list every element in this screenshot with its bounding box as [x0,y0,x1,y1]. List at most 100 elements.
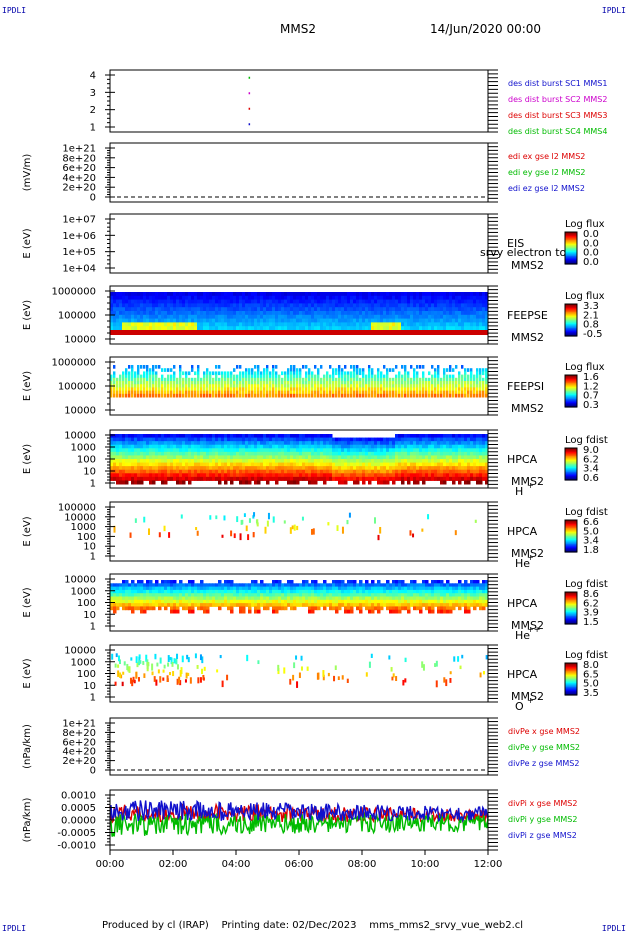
heatmap-cell [476,311,480,316]
y-axis-label: E (eV) [22,516,33,546]
heatmap-cell [167,318,171,323]
heatmap-cell [182,307,186,312]
heatmap-cell [212,469,216,474]
heatmap-cell [341,473,345,478]
heatmap-cell [386,371,389,376]
heatmap-cell [134,473,138,478]
heatmap-cell [260,371,263,376]
heatmap-cell [473,377,476,382]
heatmap-cell [368,390,371,395]
heatmap-cell [236,393,239,398]
heatmap-cell [443,466,447,471]
heatmap-cell [428,322,432,327]
heatmap-cell [365,303,369,308]
heatmap-cell [341,451,345,456]
heatmap-cell [314,441,318,446]
heatmap-cell [230,330,234,335]
heatmap-cell [305,314,309,320]
heatmap-cell [239,437,243,442]
heatmap-cell [368,459,372,464]
heatmap-cell [224,314,228,320]
colorbar-segment [565,474,577,477]
heatmap-cell [116,480,120,485]
heatmap-cell [308,307,312,312]
heatmap-cell [464,437,468,442]
heatmap-cell [197,603,201,607]
heatmap-cell [269,381,272,385]
heatmap-cell [194,476,198,481]
heatmap-cell [434,311,438,316]
colorbar-segment [565,452,577,454]
heatmap-cell [182,303,186,308]
heatmap-cell [419,437,423,442]
heatmap-cell [149,473,153,478]
heatmap-cell [350,476,354,481]
heatmap-cell [128,583,132,588]
heatmap-cell [440,295,444,301]
heatmap-cell [188,387,191,392]
heatmap-cell [404,368,407,372]
heatmap-cell [437,314,441,320]
heatmap-cell [374,462,378,467]
heatmap-cell [371,295,375,301]
heatmap-cell [353,322,357,327]
heatmap-cell [254,434,258,439]
heatmap-cell [116,448,120,453]
heatmap-cell [485,318,489,323]
heatmap-cell [170,469,174,474]
heatmap-cell [359,318,363,323]
heatmap-cell [212,583,216,588]
heatmap-cell [245,326,249,331]
heatmap-cell [155,322,159,327]
heatmap-cell [443,434,447,439]
heatmap-cell [206,476,210,481]
heatmap-cell [464,299,468,304]
heatmap-cell [389,476,393,481]
heatmap-cell [359,311,363,316]
heatmap-cell [146,390,149,395]
heatmap-cell [167,384,170,388]
heatmap-cell [380,371,383,376]
heatmap-cell [206,434,210,439]
heatmap-cell [161,368,164,372]
heatmap-cell [383,444,387,449]
heatmap-cell [422,311,426,316]
heatmap-cell [221,459,225,464]
heatmap-cell [338,318,342,323]
heatmap-cell [473,434,477,439]
heatmap-cell [209,444,213,449]
heatmap-cell [356,292,360,297]
heatmap-cell [359,455,363,460]
heatmap-cell [188,476,192,481]
heatmap-cell [221,534,224,538]
heatmap-cell [197,322,201,327]
heatmap-cell [134,599,138,604]
heatmap-cell [128,384,131,388]
heatmap-cell [248,518,251,523]
heatmap-cell [283,520,286,524]
heatmap-cell [482,459,486,464]
heatmap-cell [134,303,138,308]
heatmap-cell [398,307,402,312]
heatmap-cell [146,466,150,471]
heatmap-cell [302,444,306,449]
heatmap-cell [386,480,390,485]
heatmap-cell [233,322,237,327]
heatmap-cell [464,480,468,485]
heatmap-cell [203,318,207,323]
heatmap-cell [338,326,342,331]
heatmap-cell [350,292,354,297]
heatmap-cell [194,586,198,591]
heatmap-cell [173,311,177,316]
heatmap-cell [137,586,141,591]
heatmap-cell [338,299,342,304]
heatmap-cell [179,314,183,320]
heatmap-cell [116,473,120,478]
heatmap-cell [128,606,132,611]
heatmap-cell [353,444,357,449]
heatmap-cell [248,299,252,304]
heatmap-cell [482,314,486,320]
heatmap-cell [281,444,285,449]
